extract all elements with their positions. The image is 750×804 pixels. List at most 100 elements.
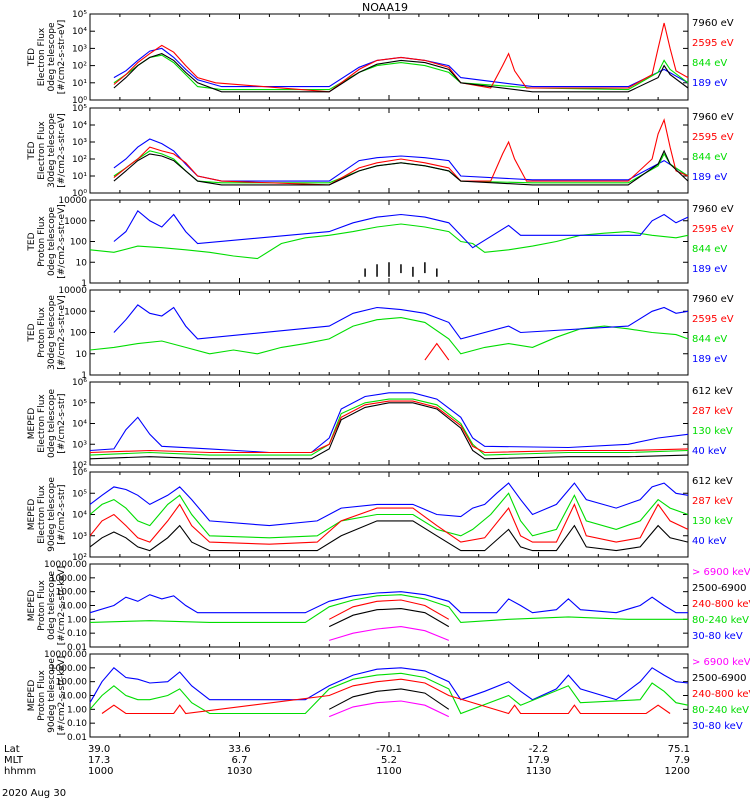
y-tick-label: 10³ [72, 138, 87, 148]
time-axis-row-label: hhmm [4, 766, 36, 777]
series-line-189-eV [113, 138, 689, 182]
y-axis-label: [#/cm2-s-str-eV] [57, 204, 67, 279]
series-line-189-eV [113, 47, 689, 88]
y-tick-label: 10⁵ [72, 10, 87, 20]
time-axis-tick-mlt: 17.9 [527, 755, 549, 766]
series-line-2595-eV [113, 118, 689, 186]
y-tick-label: 10⁵ [72, 489, 87, 499]
y-axis-label: 0deg telescope [47, 571, 57, 641]
panel-7: 0.01 0.10 1.00 10.00 100.00 1000.00 10000.00 ME… [27, 560, 750, 653]
series-line-40-keV [89, 392, 689, 454]
panel-frame [89, 563, 689, 648]
panels: 10⁰ 10¹ 10² 10³ 10⁴ 10⁵ TED Electron Flux 0deg t… [27, 10, 750, 743]
y-tick-label: 10¹ [72, 79, 87, 89]
y-axis-label: TED [27, 141, 37, 160]
y-tick-label: 0.01 [67, 643, 87, 653]
legend-entry: 240-800 keV [692, 689, 750, 700]
legend-entry: > 6900 keV [692, 657, 750, 668]
y-tick-label: 10² [72, 461, 87, 471]
legend-entry: 189 eV [692, 78, 727, 89]
time-axis-tick-lat: 75.1 [668, 744, 690, 755]
y-tick-label: 100.00 [56, 588, 88, 598]
series-line--6900-keV [328, 700, 450, 718]
y-tick-label: 1000.00 [50, 574, 87, 584]
series-line-2500-6900 [328, 608, 450, 628]
plot-title: NOAA19 [362, 1, 408, 14]
legend-entry: 189 eV [692, 354, 727, 365]
series-line-7960-eV [113, 149, 689, 186]
y-axis-label: 30deg telescope [47, 295, 57, 370]
y-tick-label: 10² [72, 155, 87, 165]
y-tick-label: 10 [76, 350, 88, 360]
legend-entry: 130 keV [692, 426, 733, 437]
time-axis-tick-hhmm: 1100 [376, 766, 401, 777]
time-axis-tick-mlt: 7.9 [674, 755, 690, 766]
legend-entry: 2595 eV [692, 38, 734, 49]
panel-frame [89, 107, 689, 194]
panel-3: 1 10 100 1000 10000 TED Proton Flux 0deg telesc… [27, 196, 734, 289]
y-tick-label: 1 [81, 371, 87, 381]
series-line-7960-eV [113, 53, 689, 93]
series-line-844-eV [113, 54, 689, 91]
legend-entry: 7960 eV [692, 112, 734, 123]
y-axis-label: [#/cm2-s-str] [57, 484, 67, 544]
series-line--6900-keV [329, 626, 450, 641]
y-tick-label: 100 [70, 238, 87, 248]
y-tick-label: 10¹ [72, 172, 87, 182]
y-tick-label: 10⁰ [72, 96, 87, 106]
legend-entry: 7960 eV [692, 294, 734, 305]
series-line-287-keV [89, 400, 689, 454]
legend-entry: 844 eV [692, 58, 727, 69]
y-tick-label: 1 [81, 279, 87, 289]
panel-6: 10² 10³ 10⁴ 10⁵ 10⁶ MEPED Electron Flux 90deg t… [27, 468, 733, 563]
legend-entry: 2595 eV [692, 132, 734, 143]
series-line-844-eV [89, 317, 689, 355]
time-axis-row-label: MLT [4, 755, 24, 766]
time-axis-tick-lat: 39.0 [88, 744, 110, 755]
time-axis-tick-mlt: 6.7 [232, 755, 248, 766]
y-tick-label: 1000 [64, 217, 87, 227]
legend-entry: 2595 eV [692, 314, 734, 325]
panel-frame [89, 13, 689, 101]
legend-entry: 130 keV [692, 516, 733, 527]
y-tick-label: 1.00 [67, 615, 87, 625]
series-line-130-keV [89, 492, 689, 539]
series-line-130-keV [89, 398, 689, 456]
legend-entry: 2595 eV [692, 224, 734, 235]
series-line-40-keV [89, 482, 689, 527]
panel-1: 10⁰ 10¹ 10² 10³ 10⁴ 10⁵ TED Electron Flux 0deg t… [27, 10, 734, 106]
legend-entry: 7960 eV [692, 204, 734, 215]
y-tick-label: 10² [72, 62, 87, 72]
y-axis-label: Electron Flux [37, 27, 47, 86]
y-axis-label: [#/cm2-s-str-keV] [57, 566, 67, 645]
y-axis-label: 90deg telescope [47, 658, 57, 733]
y-axis-label: 30deg telescope [47, 113, 57, 188]
y-axis-label: MEPED [27, 408, 37, 440]
legend-entry: 2500-6900 [692, 583, 747, 594]
legend-entry: 2500-6900 [692, 673, 747, 684]
y-axis-label: [#/cm2-s-str-eV] [57, 113, 67, 188]
y-tick-label: 1000.00 [50, 664, 87, 674]
legend-entry: 189 eV [692, 172, 727, 183]
y-axis-label: [#/cm2-s-str-keV] [57, 656, 67, 735]
y-tick-label: 10.00 [61, 602, 87, 612]
y-tick-label: 10³ [72, 44, 87, 54]
legend-entry: 30-80 keV [692, 721, 743, 732]
series-line-189-eV [113, 209, 689, 249]
y-axis-label: 0deg telescope [47, 389, 57, 459]
legend-entry: 287 keV [692, 406, 733, 417]
panel-frame [89, 289, 689, 376]
legend-entry: 189 eV [692, 264, 727, 275]
y-tick-label: 10000.00 [44, 560, 87, 570]
y-tick-label: 10⁵ [72, 399, 87, 409]
panel-8: 0.01 0.10 1.00 10.00 100.00 1000.00 10000.00 ME… [27, 650, 750, 743]
time-axis-tick-hhmm: 1130 [526, 766, 551, 777]
time-axis-tick-hhmm: 1200 [665, 766, 690, 777]
y-axis-label: [#/cm2-s-str-eV] [57, 295, 67, 370]
series-line-2595-eV [424, 342, 450, 361]
series-line-2500-6900 [328, 688, 450, 710]
legend-entry: 844 eV [692, 334, 727, 345]
y-axis-label: Proton Flux [37, 216, 47, 267]
y-tick-label: 10⁴ [72, 27, 87, 37]
